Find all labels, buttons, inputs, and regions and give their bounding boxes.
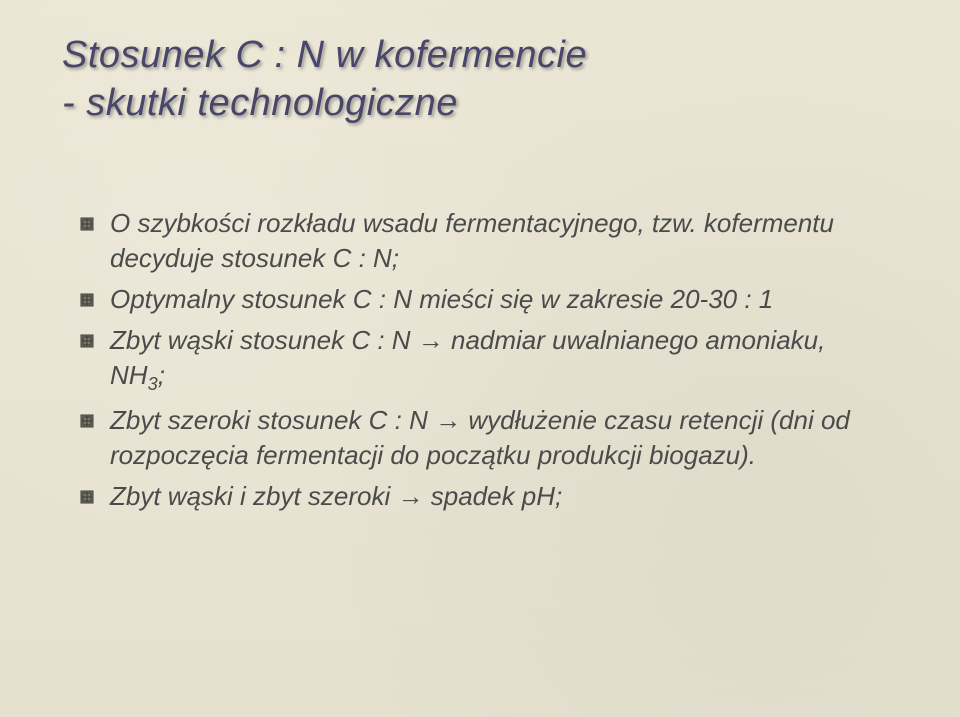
bullet-text: Optymalny stosunek C : N mieści się w za… bbox=[110, 282, 880, 317]
bullet-text: Zbyt szeroki stosunek C : N → wydłużenie… bbox=[110, 403, 880, 473]
bullet-text: O szybkości rozkładu wsadu fermentacyjne… bbox=[110, 206, 880, 276]
list-item: Zbyt szeroki stosunek C : N → wydłużenie… bbox=[80, 403, 880, 473]
slide-title: Stosunek C : N w kofermencie - skutki te… bbox=[62, 32, 587, 127]
bullet-icon bbox=[80, 293, 94, 307]
list-item: O szybkości rozkładu wsadu fermentacyjne… bbox=[80, 206, 880, 276]
list-item: Zbyt wąski i zbyt szeroki → spadek pH; bbox=[80, 479, 880, 514]
bullet-icon bbox=[80, 217, 94, 231]
slide: Stosunek C : N w kofermencie - skutki te… bbox=[0, 0, 960, 717]
bullet-text: Zbyt wąski i zbyt szeroki → spadek pH; bbox=[110, 479, 880, 514]
slide-body: O szybkości rozkładu wsadu fermentacyjne… bbox=[80, 206, 880, 520]
list-item: Zbyt wąski stosunek C : N → nadmiar uwal… bbox=[80, 323, 880, 397]
bullet-text: Zbyt wąski stosunek C : N → nadmiar uwal… bbox=[110, 323, 880, 397]
bullet-icon bbox=[80, 490, 94, 504]
bullet-icon bbox=[80, 414, 94, 428]
list-item: Optymalny stosunek C : N mieści się w za… bbox=[80, 282, 880, 317]
bullet-icon bbox=[80, 334, 94, 348]
